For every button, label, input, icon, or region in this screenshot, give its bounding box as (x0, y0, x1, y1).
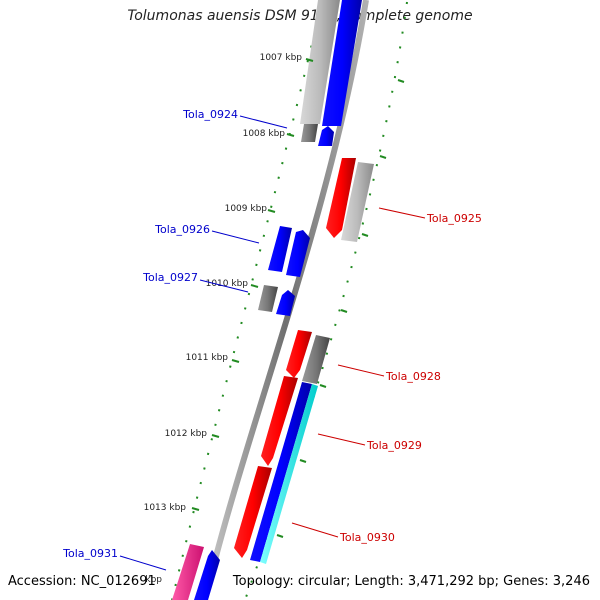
gene-block-tola-0931-pink (172, 544, 204, 600)
gene-arrow-tola-0928 (286, 330, 312, 378)
outer-tick-5 (319, 384, 327, 388)
tick-label: 1009 kbp (225, 204, 268, 214)
gene-block-tola-0929-cyan (260, 384, 318, 564)
tick-label: 1007 kbp (260, 53, 303, 63)
tick-mark-1010 (250, 284, 259, 288)
tick-label: 1013 kbp (144, 503, 187, 513)
leader-tola-0931 (119, 555, 167, 571)
accession-text: Accession: NC_012691 (8, 574, 156, 589)
gene-label-tola-0928[interactable]: Tola_0928 (385, 370, 441, 383)
tick-mark-1008 (286, 133, 295, 137)
tick-mark-1013 (191, 507, 200, 511)
leader-tola-0929 (317, 433, 366, 446)
genome-backbone (202, 0, 369, 600)
leader-tola-0925 (378, 207, 426, 219)
leader-tola-0930 (291, 522, 339, 538)
tick-label: kbp (145, 575, 162, 585)
gene-arrow-tola-0925 (326, 158, 356, 238)
map-title: Tolumonas auensis DSM 9187, complete gen… (127, 8, 473, 24)
gene-block-lightgray-top (300, 0, 340, 124)
tick-mark-1007 (305, 58, 314, 62)
gene-label-tola-0929[interactable]: Tola_0929 (366, 439, 422, 452)
outer-tick-2 (379, 155, 387, 159)
tick-mark-1011 (231, 359, 240, 363)
outer-tick-4 (340, 309, 348, 313)
outer-tick-3 (361, 233, 369, 237)
gene-arrow-tola-0929 (261, 376, 298, 466)
topology-text: Topology: circular; Length: 3,471,292 bp… (232, 574, 590, 589)
gene-arrow-tola-0927 (276, 290, 295, 316)
gene-arrow-tola-0926-a (268, 226, 292, 272)
gene-block-tola-0929-blue (250, 382, 312, 562)
gene-block-blue-top (322, 0, 362, 126)
gene-arrow-tola-0930 (234, 466, 272, 558)
leader-tola-0927 (199, 279, 249, 293)
gene-arrow-tola-0927-gray (258, 285, 278, 312)
leader-tola-0928 (337, 364, 385, 377)
tick-mark-1009 (267, 209, 276, 213)
tick-label: 1011 kbp (186, 353, 229, 363)
gene-label-tola-0926[interactable]: Tola_0926 (154, 223, 210, 236)
gene-label-tola-0927[interactable]: Tola_0927 (142, 271, 198, 284)
gene-block-tola-0928-gray (302, 335, 330, 384)
gene-label-tola-0930[interactable]: Tola_0930 (339, 531, 395, 544)
tick-label: 1010 kbp (206, 279, 249, 289)
gene-label-tola-0931[interactable]: Tola_0931 (62, 547, 118, 560)
gene-block-tola-0925-lightgray (341, 162, 374, 242)
gene-arrow-tola-0926-b (286, 230, 310, 277)
gene-label-tola-0924[interactable]: Tola_0924 (182, 108, 238, 121)
outer-tick-6 (299, 459, 307, 463)
leader-tola-0926 (211, 230, 260, 244)
outer-tick-1 (397, 79, 405, 83)
gene-arrow-tola-0924 (318, 126, 334, 146)
gene-arrow-tola-0924-gray (301, 124, 318, 142)
leader-tola-0924 (239, 115, 288, 129)
outer-tick-7 (276, 534, 284, 538)
gene-label-tola-0925[interactable]: Tola_0925 (426, 212, 482, 225)
tick-mark-1012 (211, 434, 220, 438)
tick-label: 1012 kbp (165, 429, 208, 439)
gene-arrow-tola-0931 (194, 550, 220, 600)
tick-label: 1008 kbp (243, 129, 286, 139)
